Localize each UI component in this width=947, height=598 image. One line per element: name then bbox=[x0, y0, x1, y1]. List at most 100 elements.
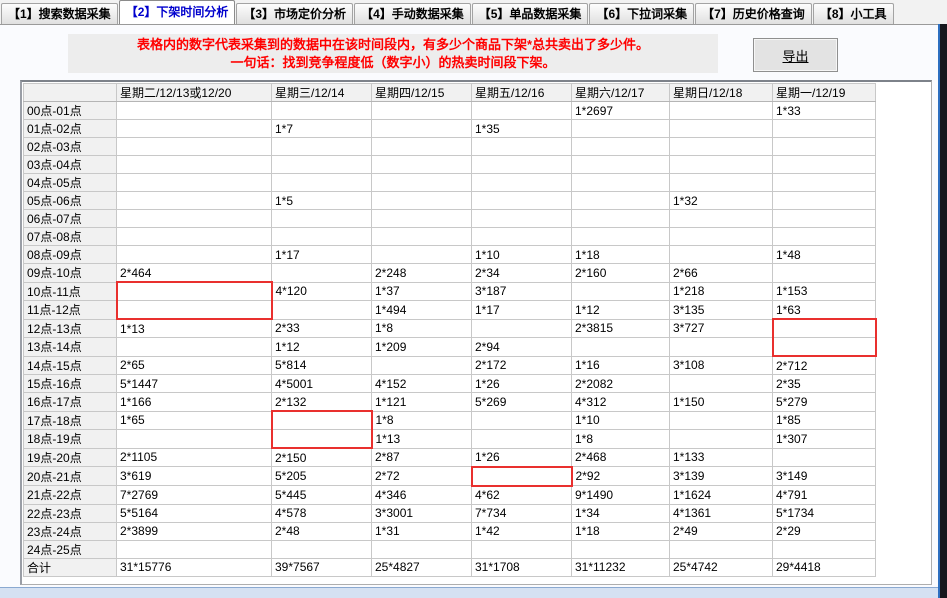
table-cell[interactable] bbox=[772, 119, 876, 138]
table-cell[interactable] bbox=[669, 137, 773, 156]
table-cell[interactable] bbox=[471, 318, 572, 338]
table-cell[interactable]: 1*121 bbox=[371, 392, 472, 412]
table-cell[interactable] bbox=[371, 137, 472, 156]
tab-2[interactable]: 【2】下架时间分析 bbox=[118, 0, 236, 24]
table-cell[interactable]: 1*34 bbox=[571, 503, 670, 523]
table-cell[interactable]: 2*87 bbox=[371, 447, 472, 467]
table-cell[interactable]: 1*7 bbox=[271, 119, 372, 138]
table-cell[interactable]: 1*48 bbox=[772, 245, 876, 264]
table-cell[interactable]: 2*65 bbox=[116, 355, 272, 375]
table-cell[interactable] bbox=[571, 137, 670, 156]
table-cell[interactable]: 1*16 bbox=[571, 355, 670, 375]
table-cell[interactable] bbox=[571, 539, 670, 559]
table-cell[interactable] bbox=[571, 191, 670, 210]
table-cell[interactable]: 1*37 bbox=[371, 281, 472, 301]
table-cell[interactable] bbox=[271, 137, 372, 156]
table-cell[interactable] bbox=[471, 209, 572, 228]
table-cell[interactable]: 1*8 bbox=[371, 318, 472, 338]
table-cell[interactable]: 2*66 bbox=[669, 263, 773, 283]
table-cell[interactable] bbox=[669, 539, 773, 559]
table-cell[interactable] bbox=[271, 155, 372, 174]
table-cell[interactable]: 4*312 bbox=[571, 392, 670, 412]
table-cell[interactable]: 3*187 bbox=[471, 281, 572, 301]
table-cell[interactable]: 3*619 bbox=[116, 466, 272, 486]
table-cell[interactable] bbox=[669, 209, 773, 228]
table-cell[interactable]: 31*11232 bbox=[571, 557, 670, 577]
table-cell[interactable]: 1*26 bbox=[471, 447, 572, 467]
table-cell[interactable] bbox=[772, 227, 876, 246]
table-cell[interactable] bbox=[571, 337, 670, 357]
table-cell[interactable] bbox=[471, 410, 572, 430]
table-cell[interactable] bbox=[371, 245, 472, 264]
table-cell[interactable]: 31*1708 bbox=[471, 557, 572, 577]
table-cell[interactable]: 2*464 bbox=[116, 263, 272, 283]
table-cell[interactable]: 1*18 bbox=[571, 521, 670, 541]
table-cell[interactable]: 1*218 bbox=[669, 281, 773, 301]
table-cell[interactable]: 2*92 bbox=[571, 466, 670, 486]
table-cell[interactable] bbox=[772, 263, 876, 283]
table-cell[interactable]: 1*209 bbox=[371, 337, 472, 357]
table-cell[interactable] bbox=[116, 101, 272, 120]
table-cell[interactable]: 2*3815 bbox=[571, 318, 670, 338]
table-cell[interactable]: 2*132 bbox=[271, 392, 372, 412]
highlighted-cell[interactable] bbox=[470, 465, 573, 487]
table-cell[interactable] bbox=[669, 410, 773, 430]
table-cell[interactable]: 5*269 bbox=[471, 392, 572, 412]
table-cell[interactable] bbox=[471, 137, 572, 156]
tab-5[interactable]: 【5】单品数据采集 bbox=[471, 3, 589, 24]
table-cell[interactable] bbox=[371, 209, 472, 228]
table-cell[interactable] bbox=[772, 191, 876, 210]
table-cell[interactable]: 4*1361 bbox=[669, 503, 773, 523]
table-cell[interactable]: 1*42 bbox=[471, 521, 572, 541]
table-cell[interactable] bbox=[116, 137, 272, 156]
table-cell[interactable]: 3*108 bbox=[669, 355, 773, 375]
tab-7[interactable]: 【7】历史价格查询 bbox=[695, 3, 812, 24]
table-cell[interactable]: 3*135 bbox=[669, 300, 773, 320]
table-cell[interactable]: 1*85 bbox=[772, 410, 876, 430]
highlighted-cell[interactable] bbox=[270, 410, 373, 430]
table-cell[interactable] bbox=[471, 539, 572, 559]
table-cell[interactable]: 2*48 bbox=[271, 521, 372, 541]
table-cell[interactable] bbox=[669, 155, 773, 174]
table-cell[interactable]: 4*346 bbox=[371, 485, 472, 505]
table-cell[interactable]: 1*10 bbox=[471, 245, 572, 264]
table-cell[interactable] bbox=[271, 263, 372, 283]
table-cell[interactable]: 4*120 bbox=[271, 281, 372, 301]
table-cell[interactable]: 2*33 bbox=[271, 318, 372, 338]
table-cell[interactable]: 1*10 bbox=[571, 410, 670, 430]
table-cell[interactable] bbox=[571, 209, 670, 228]
table-cell[interactable]: 1*33 bbox=[772, 101, 876, 120]
table-cell[interactable] bbox=[116, 227, 272, 246]
table-cell[interactable]: 7*734 bbox=[471, 503, 572, 523]
table-cell[interactable]: 2*2082 bbox=[571, 374, 670, 393]
table-cell[interactable] bbox=[669, 119, 773, 138]
highlighted-cell[interactable] bbox=[115, 281, 273, 301]
tab-4[interactable]: 【4】手动数据采集 bbox=[354, 3, 471, 24]
table-cell[interactable]: 1*494 bbox=[371, 300, 472, 320]
table-cell[interactable]: 2*72 bbox=[371, 466, 472, 486]
table-cell[interactable] bbox=[772, 137, 876, 156]
table-cell[interactable] bbox=[116, 209, 272, 228]
table-cell[interactable]: 2*150 bbox=[271, 447, 372, 467]
table-cell[interactable]: 1*17 bbox=[271, 245, 372, 264]
table-cell[interactable]: 2*172 bbox=[471, 355, 572, 375]
table-cell[interactable] bbox=[772, 173, 876, 192]
table-cell[interactable]: 1*153 bbox=[772, 281, 876, 301]
table-cell[interactable] bbox=[669, 429, 773, 449]
table-cell[interactable] bbox=[116, 119, 272, 138]
table-cell[interactable] bbox=[271, 300, 372, 320]
table-cell[interactable] bbox=[571, 119, 670, 138]
table-cell[interactable]: 1*18 bbox=[571, 245, 670, 264]
table-cell[interactable]: 4*5001 bbox=[271, 374, 372, 393]
table-cell[interactable]: 4*62 bbox=[471, 485, 572, 505]
table-cell[interactable] bbox=[772, 447, 876, 467]
table-cell[interactable] bbox=[371, 191, 472, 210]
table-cell[interactable] bbox=[471, 227, 572, 246]
table-cell[interactable] bbox=[669, 245, 773, 264]
table-cell[interactable]: 25*4827 bbox=[371, 557, 472, 577]
table-cell[interactable] bbox=[271, 173, 372, 192]
table-cell[interactable]: 2*3899 bbox=[116, 521, 272, 541]
table-cell[interactable]: 31*15776 bbox=[116, 557, 272, 577]
table-cell[interactable]: 25*4742 bbox=[669, 557, 773, 577]
tab-6[interactable]: 【6】下拉词采集 bbox=[589, 3, 695, 24]
